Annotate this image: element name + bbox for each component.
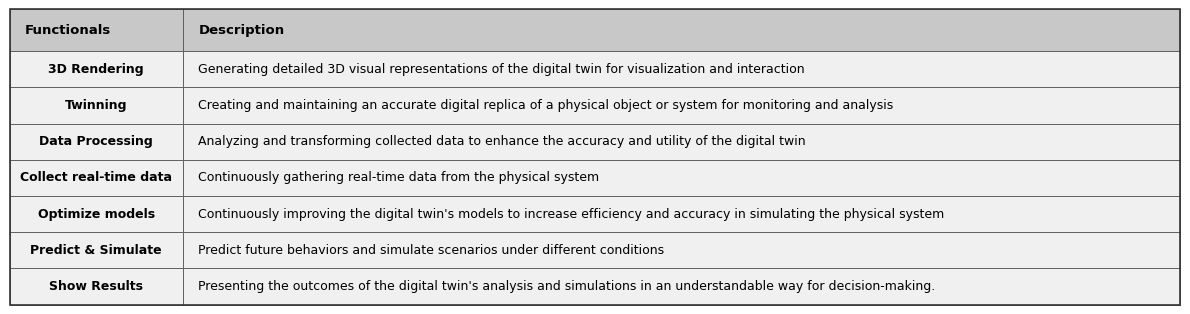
Text: Data Processing: Data Processing [39, 135, 154, 148]
Text: Continuously gathering real-time data from the physical system: Continuously gathering real-time data fr… [199, 171, 600, 184]
Bar [10, 51, 183, 87]
Text: Continuously improving the digital twin's models to increase efficiency and accu: Continuously improving the digital twin'… [199, 208, 945, 220]
Text: Optimize models: Optimize models [38, 208, 155, 220]
Bar [10, 232, 183, 268]
Bar [183, 268, 1180, 305]
Bar [10, 87, 183, 123]
Text: Analyzing and transforming collected data to enhance the accuracy and utility of: Analyzing and transforming collected dat… [199, 135, 806, 148]
Bar [183, 51, 1180, 87]
Bar [183, 160, 1180, 196]
Bar [10, 196, 183, 232]
Bar [183, 87, 1180, 123]
Bar [183, 9, 1180, 51]
Text: Predict future behaviors and simulate scenarios under different conditions: Predict future behaviors and simulate sc… [199, 244, 664, 257]
Bar [183, 232, 1180, 268]
Bar [10, 160, 183, 196]
Bar [10, 268, 183, 305]
Text: Functionals: Functionals [25, 24, 111, 37]
Text: Collect real-time data: Collect real-time data [20, 171, 173, 184]
Text: Predict & Simulate: Predict & Simulate [31, 244, 162, 257]
Bar [10, 9, 183, 51]
Text: Generating detailed 3D visual representations of the digital twin for visualizat: Generating detailed 3D visual representa… [199, 63, 804, 76]
Text: Show Results: Show Results [49, 280, 143, 293]
Text: Description: Description [199, 24, 284, 37]
Bar [183, 196, 1180, 232]
Text: Twinning: Twinning [65, 99, 127, 112]
Text: 3D Rendering: 3D Rendering [49, 63, 144, 76]
Bar [10, 123, 183, 160]
Text: Creating and maintaining an accurate digital replica of a physical object or sys: Creating and maintaining an accurate dig… [199, 99, 894, 112]
Text: Presenting the outcomes of the digital twin's analysis and simulations in an und: Presenting the outcomes of the digital t… [199, 280, 935, 293]
Bar [183, 123, 1180, 160]
